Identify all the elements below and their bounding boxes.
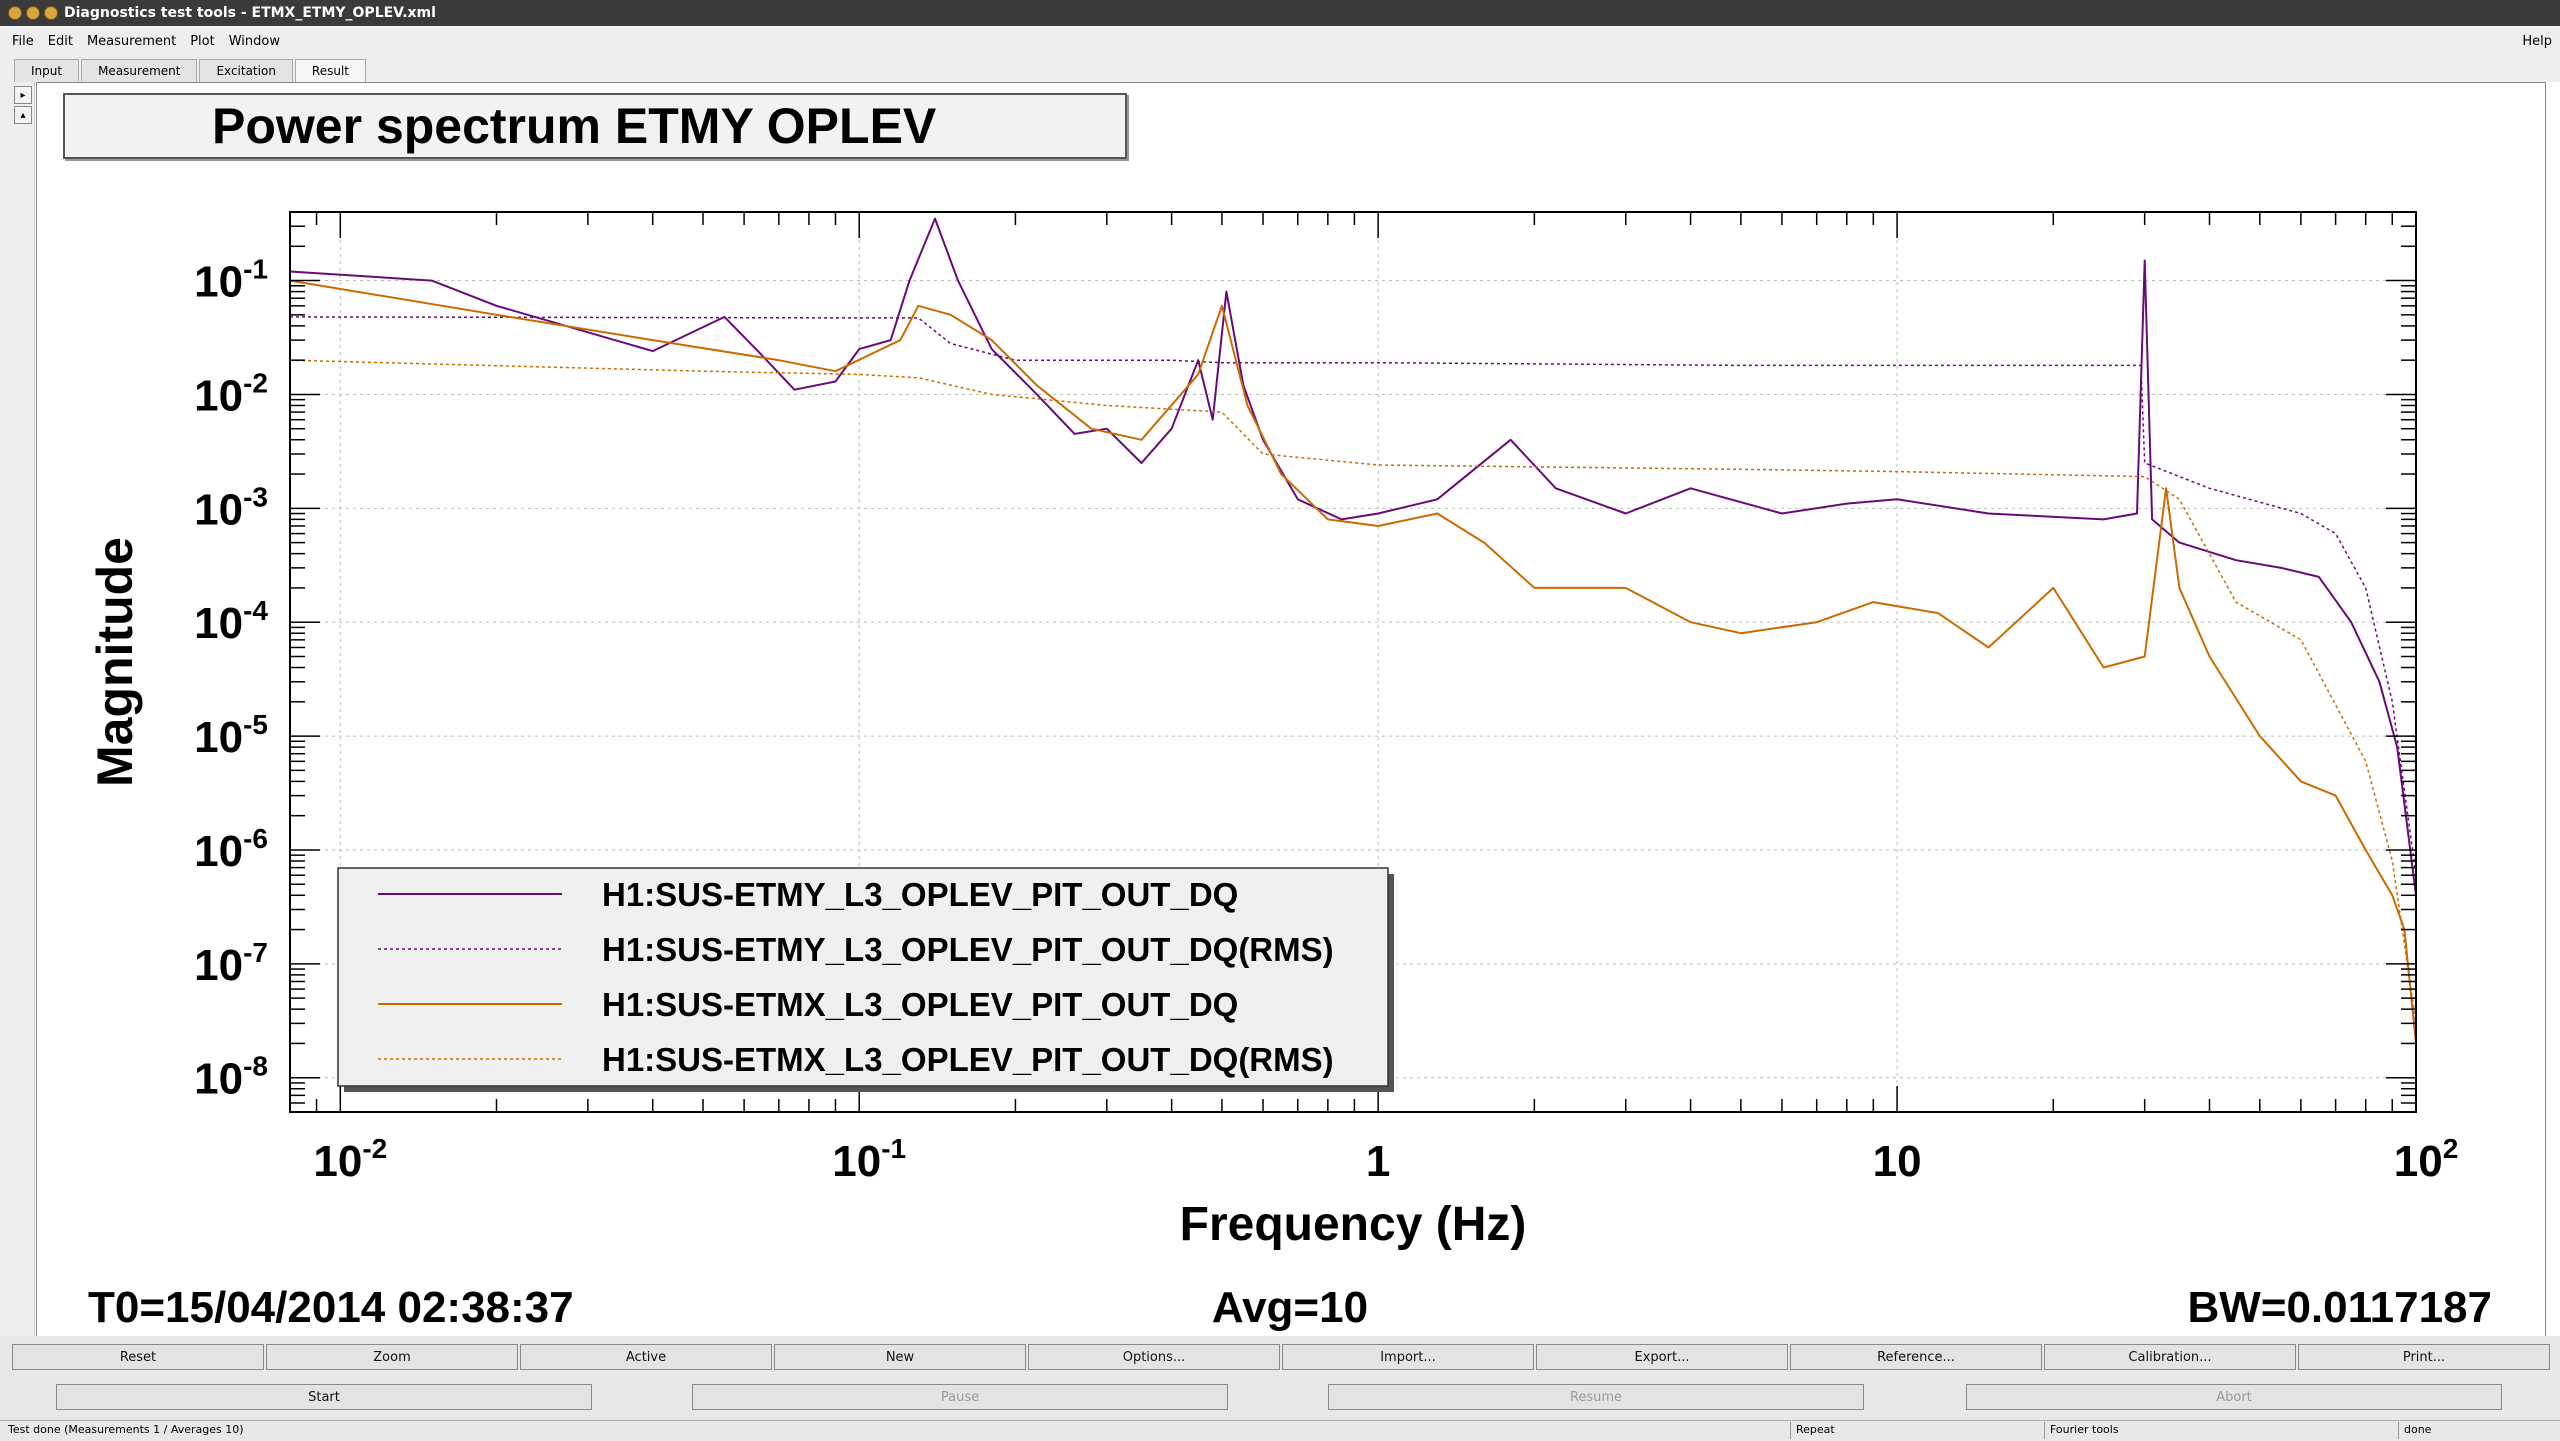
- legend-label-1: H1:SUS-ETMY_L3_OPLEV_PIT_OUT_DQ: [602, 876, 1238, 913]
- y-tick-label: 10-5: [194, 709, 268, 762]
- series-line-1: [289, 217, 2417, 896]
- print-button[interactable]: Print...: [2298, 1344, 2550, 1370]
- start-button[interactable]: Start: [56, 1384, 592, 1410]
- zoom-button[interactable]: Zoom: [266, 1344, 518, 1370]
- series-line-2: [289, 316, 2417, 876]
- x-tick-label: 1: [1366, 1137, 1390, 1186]
- close-icon[interactable]: [8, 6, 22, 20]
- x-tick-label: 10-1: [832, 1133, 906, 1186]
- maximize-icon[interactable]: [44, 6, 58, 20]
- new-button[interactable]: New: [774, 1344, 1026, 1370]
- tab-measurement[interactable]: Measurement: [81, 59, 198, 82]
- x-tick-labels: 10-2 10-1 1 10 102: [313, 1133, 2458, 1186]
- status-divider: [2398, 1422, 2399, 1439]
- status-tool: Fourier tools: [2050, 1423, 2119, 1436]
- series-line-4: [289, 359, 2417, 1024]
- y-tick-label: 10-7: [194, 937, 268, 990]
- menu-edit[interactable]: Edit: [47, 33, 73, 49]
- spectrum-chart[interactable]: 10-110-210-310-410-510-610-710-8 10-2 10-…: [0, 0, 2560, 1336]
- arrow-up-icon[interactable]: ▴: [14, 106, 32, 124]
- calibration-button[interactable]: Calibration...: [2044, 1344, 2296, 1370]
- reference-button[interactable]: Reference...: [1790, 1344, 2042, 1370]
- y-tick-label: 10-4: [194, 595, 268, 648]
- legend-label-2: H1:SUS-ETMY_L3_OPLEV_PIT_OUT_DQ(RMS): [602, 931, 1334, 968]
- reset-button[interactable]: Reset: [12, 1344, 264, 1370]
- window-title: Diagnostics test tools - ETMX_ETMY_OPLEV…: [64, 5, 436, 21]
- footer-avg: Avg=10: [1212, 1283, 1368, 1332]
- plot-pad: [36, 82, 2546, 1338]
- y-tick-label: 10-2: [194, 367, 268, 420]
- abort-button[interactable]: Abort: [1966, 1384, 2502, 1410]
- tab-bar: Input Measurement Excitation Result: [0, 56, 2560, 82]
- minimize-icon[interactable]: [26, 6, 40, 20]
- status-divider: [1790, 1422, 1791, 1439]
- series-group: [289, 217, 2417, 1044]
- menu-plot[interactable]: Plot: [190, 33, 215, 49]
- plot-sidebar: ▸ ▴: [0, 82, 35, 1336]
- x-axis-label: Frequency (Hz): [1180, 1198, 1527, 1251]
- plot-title: Power spectrum ETMY OPLEV: [212, 98, 937, 154]
- x-tick-label: 10: [1873, 1137, 1922, 1186]
- plot-control-bar: Reset Zoom Active New Options... Import.…: [0, 1336, 2560, 1376]
- series-line-3: [289, 279, 2417, 1044]
- menu-help[interactable]: Help: [2522, 33, 2552, 49]
- pause-button[interactable]: Pause: [692, 1384, 1228, 1410]
- window-titlebar: Diagnostics test tools - ETMX_ETMY_OPLEV…: [0, 0, 2560, 26]
- resume-button[interactable]: Resume: [1328, 1384, 1864, 1410]
- menubar: File Edit Measurement Plot Window Help: [0, 26, 2560, 57]
- y-axis-label: Magnitude: [87, 537, 143, 787]
- menu-file[interactable]: File: [12, 33, 34, 49]
- menu-measurement[interactable]: Measurement: [86, 33, 177, 49]
- window-controls: [8, 6, 58, 20]
- export-button[interactable]: Export...: [1536, 1344, 1788, 1370]
- footer-t0: T0=15/04/2014 02:38:37: [88, 1283, 574, 1332]
- menu-window[interactable]: Window: [228, 33, 280, 49]
- footer-bw: BW=0.0117187: [2187, 1283, 2492, 1332]
- tab-result[interactable]: Result: [294, 59, 366, 82]
- status-state: done: [2404, 1423, 2432, 1436]
- legend: H1:SUS-ETMY_L3_OPLEV_PIT_OUT_DQ H1:SUS-ET…: [337, 867, 1394, 1092]
- measurement-control-bar: Start Pause Resume Abort: [0, 1376, 2560, 1420]
- x-tick-label: 102: [2394, 1133, 2459, 1186]
- tab-excitation[interactable]: Excitation: [199, 59, 293, 82]
- y-tick-label: 10-6: [194, 823, 268, 876]
- legend-label-4: H1:SUS-ETMX_L3_OPLEV_PIT_OUT_DQ(RMS): [602, 1041, 1334, 1078]
- legend-box: [337, 867, 1389, 1087]
- x-tick-label: 10-2: [313, 1133, 387, 1186]
- plot-title-box: Power spectrum ETMY OPLEV: [63, 93, 1127, 159]
- import-button[interactable]: Import...: [1282, 1344, 1534, 1370]
- y-tick-labels: 10-1 10-2 10-3 10-4 10-5 10-6 10-7 10-8: [194, 254, 268, 1104]
- y-tick-label: 10-3: [194, 481, 268, 534]
- options-button[interactable]: Options...: [1028, 1344, 1280, 1370]
- y-tick-label: 10-8: [194, 1051, 268, 1104]
- tab-input[interactable]: Input: [14, 59, 80, 82]
- legend-label-3: H1:SUS-ETMX_L3_OPLEV_PIT_OUT_DQ: [602, 986, 1238, 1023]
- y-tick-label: 10-1: [194, 254, 268, 307]
- active-button[interactable]: Active: [520, 1344, 772, 1370]
- ticks: [289, 211, 2417, 1113]
- status-message: Test done (Measurements 1 / Averages 10): [8, 1423, 244, 1436]
- status-divider: [2044, 1422, 2045, 1439]
- plot-frame: [289, 211, 2417, 1113]
- status-bar: Test done (Measurements 1 / Averages 10)…: [0, 1420, 2560, 1441]
- status-repeat: Repeat: [1796, 1423, 1835, 1436]
- arrow-right-icon[interactable]: ▸: [14, 86, 32, 104]
